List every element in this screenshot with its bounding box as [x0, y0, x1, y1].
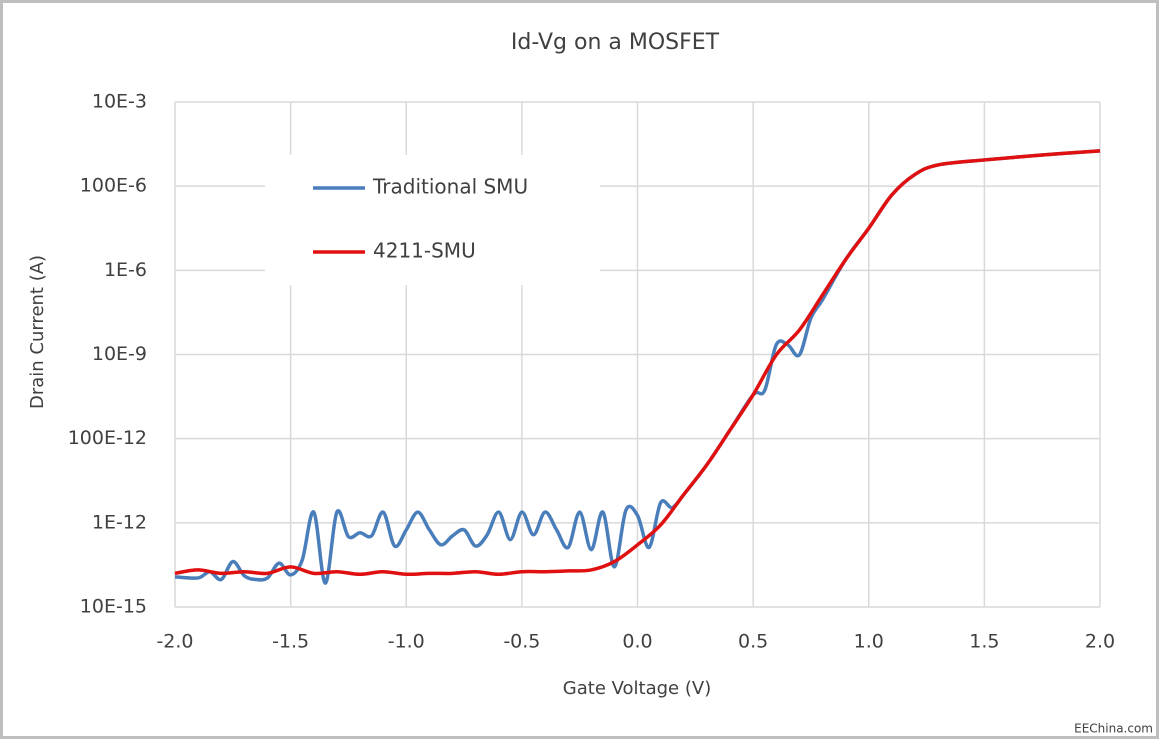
y-tick-label: 10E-3 [92, 91, 147, 113]
y-tick-label: 100E-12 [68, 427, 147, 449]
y-tick-label: 1E-12 [92, 511, 147, 533]
watermark: EEChina.com [1074, 722, 1153, 736]
y-tick-label: 100E-6 [80, 175, 147, 197]
chart-title: Id-Vg on a MOSFET [511, 30, 720, 55]
y-tick-label: 10E-15 [80, 596, 147, 618]
x-tick-label: 2.0 [1085, 631, 1115, 653]
legend-label: 4211-SMU [373, 239, 476, 263]
x-tick-label: -2.0 [156, 631, 193, 653]
x-tick-label: -0.5 [503, 631, 540, 653]
series-line [174, 149, 1101, 585]
x-tick-label: 1.5 [969, 631, 999, 653]
x-axis-label: Gate Voltage (V) [563, 678, 711, 699]
y-tick-label: 10E-9 [92, 343, 147, 365]
x-tick-label: -1.5 [272, 631, 309, 653]
series-line [174, 149, 1101, 577]
legend-box [265, 155, 600, 285]
legend-label: Traditional SMU [372, 175, 528, 199]
y-axis-label: Drain Current (A) [27, 255, 48, 409]
x-tick-label: 1.0 [854, 631, 884, 653]
x-tick-label: 0.5 [738, 631, 768, 653]
y-tick-label: 1E-6 [104, 259, 147, 281]
x-tick-label: -1.0 [388, 631, 425, 653]
x-tick-label: 0.0 [622, 631, 652, 653]
